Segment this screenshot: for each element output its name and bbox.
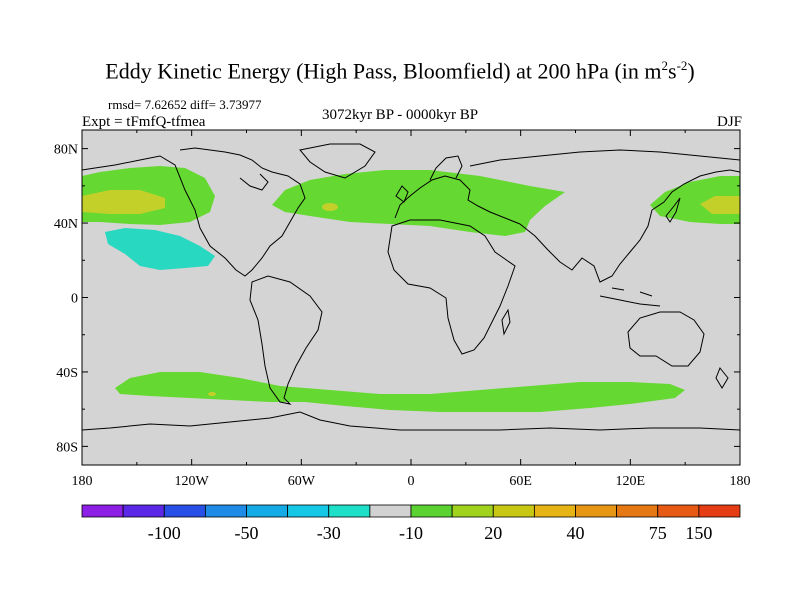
colorbar-swatch xyxy=(492,504,535,518)
longitude-axis: 180 120W 60W 0 60E 120E 180 xyxy=(72,130,751,489)
lon-tick-label: 120W xyxy=(175,474,210,489)
north-pacific-positive-east-core xyxy=(700,196,740,214)
coast-australia xyxy=(627,311,705,367)
north-atlantic-positive xyxy=(272,170,565,236)
colorbar-swatch xyxy=(328,504,371,518)
lon-tick-label: 60W xyxy=(288,474,316,489)
colorbar-swatch xyxy=(369,504,412,518)
colorbar-swatch xyxy=(657,504,700,518)
colorbar-label: -50 xyxy=(235,523,259,543)
colorbar-swatch xyxy=(451,504,494,518)
coast-antarctica xyxy=(81,411,741,431)
colorbar-swatch xyxy=(81,504,124,518)
coast-arctic-asia xyxy=(469,149,741,167)
colorbar-swatch xyxy=(410,504,453,518)
coast-north-america xyxy=(81,147,306,277)
colorbar-swatch xyxy=(698,504,741,518)
colorbar-swatch xyxy=(575,504,618,518)
north-pacific-negative xyxy=(105,228,215,270)
coast-hudson-bay xyxy=(239,173,269,191)
coast-scandinavia xyxy=(429,155,463,181)
coast-africa xyxy=(387,219,516,355)
lat-tick-label: 40N xyxy=(54,217,78,232)
latitude-axis: 80N 40N 0 40S 80S xyxy=(54,143,740,455)
north-pacific-positive-west-core xyxy=(82,190,165,214)
coastlines xyxy=(81,143,741,431)
colorbar-swatch xyxy=(204,504,247,518)
colorbar-swatch xyxy=(122,504,165,518)
colorbar-swatch xyxy=(616,504,659,518)
lon-tick-label: 120E xyxy=(616,474,646,489)
lat-tick-label: 0 xyxy=(71,292,78,307)
colorbar-label: -100 xyxy=(148,523,181,543)
stats-label: rmsd= 7.62652 diff= 3.73977 xyxy=(108,97,262,112)
colorbar-swatch xyxy=(533,504,576,518)
colorbar-label: 75 xyxy=(649,523,667,543)
coast-south-america xyxy=(249,275,323,405)
colorbar-swatch xyxy=(287,504,330,518)
north-atlantic-positive-core xyxy=(322,203,338,211)
lat-tick-label: 80S xyxy=(56,440,78,455)
coast-british-isles xyxy=(395,185,409,203)
experiment-label: Expt = tFmfQ-tfmea xyxy=(82,114,206,130)
southern-ocean-positive xyxy=(115,372,685,412)
colorbar-swatch xyxy=(163,504,206,518)
coast-greenland xyxy=(299,143,376,179)
coast-japan xyxy=(665,197,681,223)
lon-tick-label: 180 xyxy=(72,474,93,489)
colorbar-swatch xyxy=(246,504,289,518)
lon-tick-label: 0 xyxy=(408,474,415,489)
colorbar-label: 40 xyxy=(567,523,585,543)
lat-tick-label: 80N xyxy=(54,143,78,158)
colorbar-label: 20 xyxy=(484,523,502,543)
coast-new-zealand xyxy=(715,367,729,389)
map-title: Eddy Kinetic Energy (High Pass, Bloomfie… xyxy=(105,58,695,84)
colorbar-label: 150 xyxy=(685,523,712,543)
colorbar: -100 -50 -30 -10 20 40 75 150 xyxy=(81,504,741,543)
southern-ocean-positive-core xyxy=(208,392,216,396)
coast-madagascar xyxy=(501,308,511,336)
period-label: 3072kyr BP - 0000kyr BP xyxy=(321,107,479,123)
lat-tick-label: 40S xyxy=(56,366,78,381)
colorbar-label: -30 xyxy=(317,523,341,543)
season-label: DJF xyxy=(716,114,742,130)
coast-asia xyxy=(519,169,741,283)
colorbar-label: -10 xyxy=(399,523,423,543)
coast-indonesia xyxy=(599,287,661,307)
lon-tick-label: 180 xyxy=(730,474,751,489)
coast-europe xyxy=(394,175,521,225)
lon-tick-label: 60E xyxy=(509,474,532,489)
